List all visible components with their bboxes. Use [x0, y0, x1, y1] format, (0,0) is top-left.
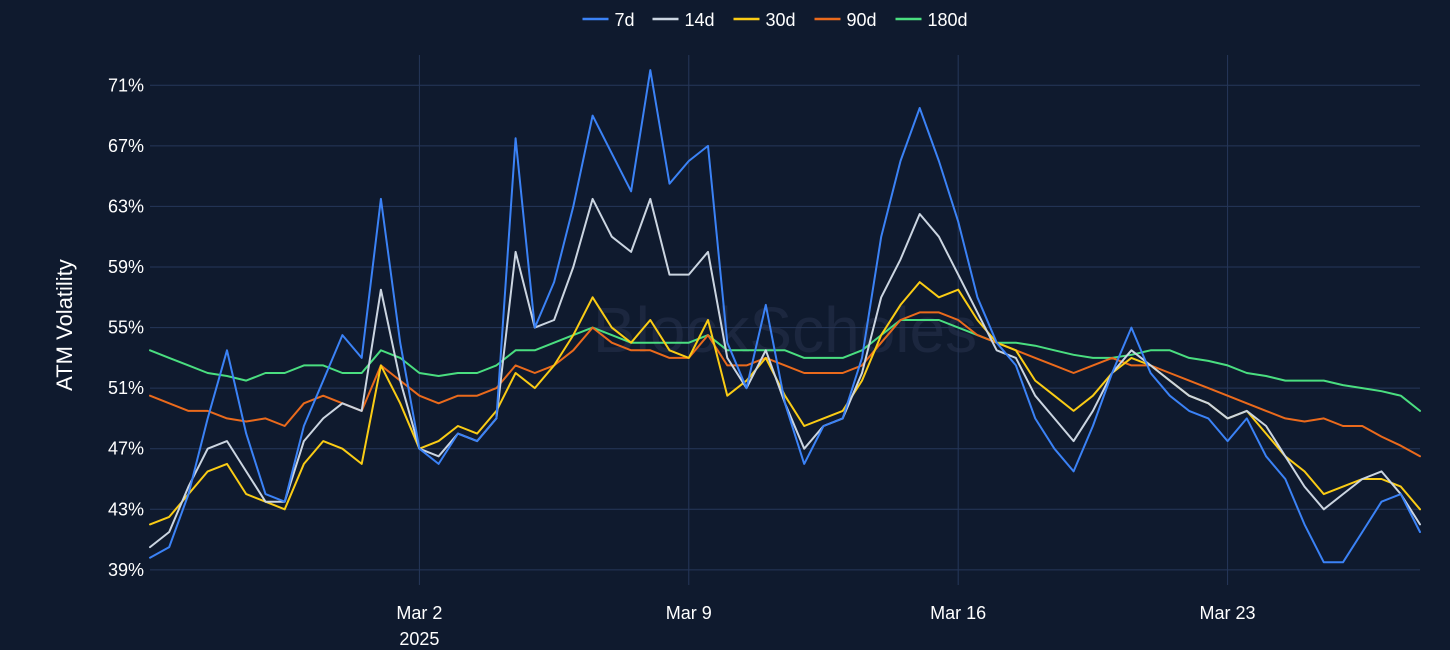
- legend-label: 90d: [847, 10, 877, 30]
- y-tick-label: 59%: [108, 257, 144, 277]
- y-tick-label: 43%: [108, 499, 144, 519]
- legend-item-30d[interactable]: 30d: [733, 10, 796, 30]
- x-axis-ticks: Mar 2 2025 Mar 9 Mar 16 Mar 23: [396, 603, 1255, 649]
- legend-item-7d[interactable]: 7d: [582, 10, 635, 30]
- x-tick-label: Mar 23: [1200, 603, 1256, 623]
- y-tick-label: 55%: [108, 318, 144, 338]
- series-line-7d: [149, 69, 1421, 564]
- legend-label: 14d: [685, 10, 715, 30]
- y-axis-title: ATM Volatility: [52, 259, 77, 391]
- series-lines: [149, 69, 1421, 564]
- legend-label: 180d: [928, 10, 968, 30]
- y-tick-label: 67%: [108, 136, 144, 156]
- watermark: BlockScholes: [593, 294, 977, 366]
- series-line-180d: [149, 319, 1421, 412]
- legend-item-180d[interactable]: 180d: [895, 10, 968, 30]
- legend-item-14d[interactable]: 14d: [652, 10, 715, 30]
- x-tick-label: Mar 9: [666, 603, 712, 623]
- x-year-label: 2025: [399, 629, 439, 649]
- y-tick-label: 63%: [108, 196, 144, 216]
- x-tick-label: Mar 16: [930, 603, 986, 623]
- legend-item-90d[interactable]: 90d: [814, 10, 877, 30]
- y-axis-ticks: 39% 43% 47% 51% 55% 59% 63% 67% 71%: [108, 75, 144, 580]
- y-tick-label: 47%: [108, 439, 144, 459]
- legend-label: 7d: [615, 10, 635, 30]
- grid-lines: [150, 55, 1420, 585]
- legend: 7d 14d 30d 90d 180d: [582, 10, 968, 30]
- x-tick-label: Mar 2: [396, 603, 442, 623]
- y-tick-label: 51%: [108, 378, 144, 398]
- y-tick-label: 71%: [108, 75, 144, 95]
- y-tick-label: 39%: [108, 560, 144, 580]
- legend-label: 30d: [766, 10, 796, 30]
